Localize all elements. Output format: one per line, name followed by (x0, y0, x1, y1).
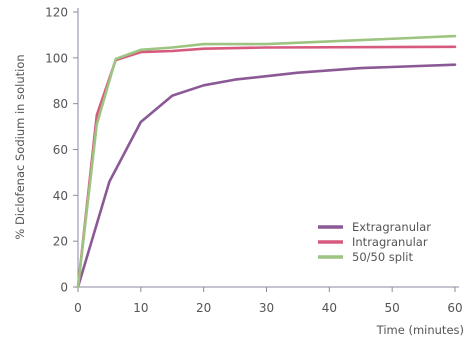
y-tick-label: 100 (45, 51, 68, 65)
axes (77, 8, 459, 288)
y-tick-label: 20 (53, 235, 68, 249)
x-tick-label: 10 (133, 301, 148, 315)
series-line-intragranular (76, 45, 457, 289)
y-axis-ticks: 0 20 40 60 80 100 120 (45, 6, 78, 295)
y-tick-label: 40 (53, 189, 68, 203)
x-tick-label: 60 (447, 301, 462, 315)
x-tick-label: 0 (74, 301, 82, 315)
y-tick-label: 80 (53, 97, 68, 111)
x-tick-label: 40 (322, 301, 337, 315)
y-tick-label: 120 (45, 6, 68, 20)
legend-label-50-50-split: 50/50 split (352, 250, 413, 264)
y-tick-label: 60 (53, 143, 68, 157)
y-axis-label: % Diclofenac Sodium in solution (13, 54, 27, 239)
series-lines (76, 34, 457, 289)
x-axis-ticks: 0 10 20 30 40 50 60 (74, 287, 463, 315)
x-tick-label: 20 (196, 301, 211, 315)
series-line-50-50-split (76, 34, 457, 289)
x-tick-label: 50 (385, 301, 400, 315)
legend-label-intragranular: Intragranular (352, 235, 428, 249)
y-tick-label: 0 (60, 281, 68, 295)
x-tick-label: 30 (259, 301, 274, 315)
legend-label-extragranular: Extragranular (352, 220, 431, 234)
series-line-extragranular (76, 63, 457, 289)
x-axis-label: Time (minutes) (376, 323, 464, 337)
